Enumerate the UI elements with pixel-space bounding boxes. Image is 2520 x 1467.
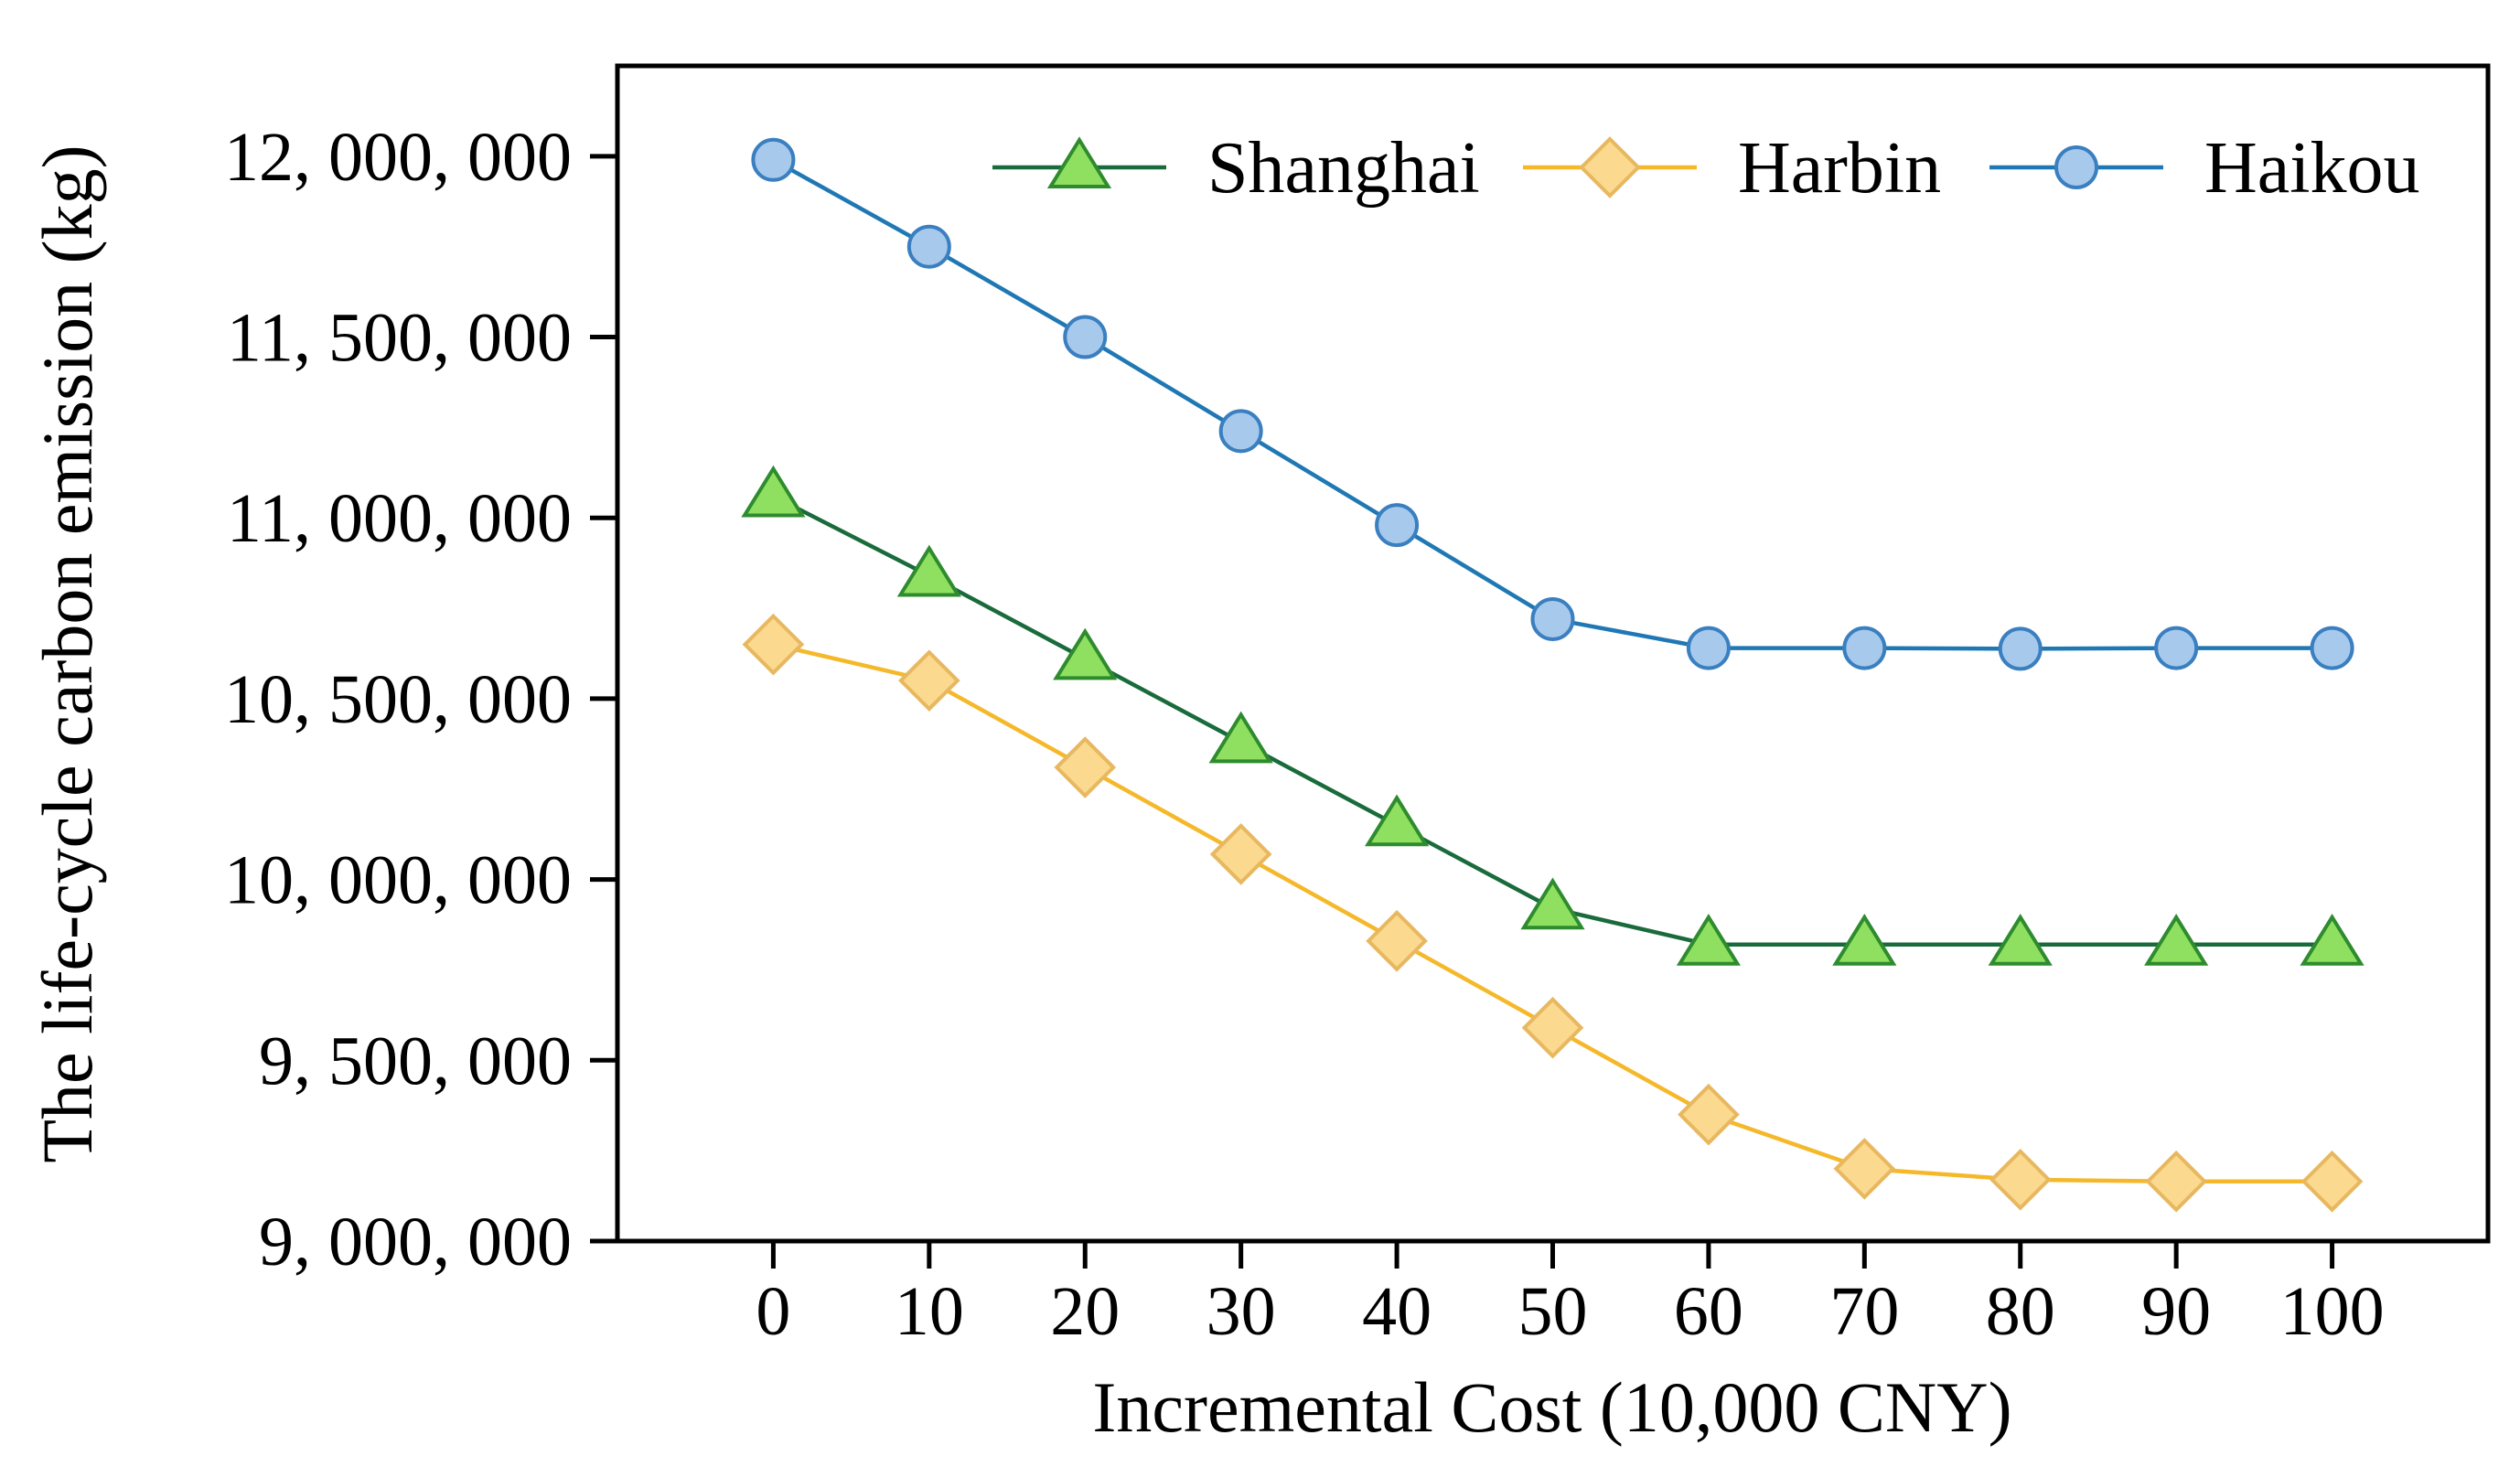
data-point-haikou bbox=[1375, 503, 1420, 548]
data-point-haikou bbox=[1998, 626, 2043, 671]
y-axis-title: The life-cycle carbon emission (kg) bbox=[27, 145, 107, 1162]
series-line-shanghai bbox=[772, 494, 2332, 948]
x-tick-label: 80 bbox=[1986, 1273, 2055, 1350]
legend-item-shanghai: Shanghai bbox=[992, 128, 1480, 209]
y-tick-label: 10, 000, 000 bbox=[224, 842, 572, 919]
data-point-haikou bbox=[2310, 626, 2354, 670]
series-layer bbox=[741, 137, 2365, 1213]
data-point-haikou bbox=[2154, 626, 2199, 670]
data-point-haikou bbox=[1686, 626, 1731, 670]
legend-label-shanghai: Shanghai bbox=[1207, 128, 1480, 209]
x-tick-label: 90 bbox=[2141, 1273, 2211, 1350]
legend: Shanghai Harbin Haikou bbox=[992, 128, 2420, 209]
x-tick-label: 20 bbox=[1050, 1273, 1120, 1350]
data-point-harbin bbox=[1366, 910, 1428, 972]
x-tick-label: 0 bbox=[756, 1273, 790, 1350]
data-point-harbin bbox=[1989, 1148, 2052, 1211]
x-tick-label: 60 bbox=[1674, 1273, 1743, 1350]
plot-frame bbox=[615, 63, 2491, 1244]
data-point-harbin bbox=[1209, 823, 1272, 885]
data-point-shanghai bbox=[1053, 627, 1118, 680]
y-tick-label: 12, 000, 000 bbox=[224, 119, 572, 196]
legend-label-harbin: Harbin bbox=[1738, 128, 1941, 209]
data-point-harbin bbox=[1054, 736, 1117, 798]
data-point-shanghai bbox=[896, 544, 961, 597]
x-tick-label: 70 bbox=[1829, 1273, 1899, 1350]
data-point-harbin bbox=[2145, 1150, 2207, 1213]
x-axis-ticks: 0 10 20 30 40 50 60 70 80 90 100 bbox=[756, 1241, 2385, 1350]
data-point-harbin bbox=[2300, 1150, 2364, 1213]
x-tick-label: 10 bbox=[895, 1273, 964, 1350]
data-point-haikou bbox=[751, 137, 796, 182]
data-point-haikou bbox=[906, 224, 951, 269]
legend-marker-haikou bbox=[2054, 145, 2098, 189]
data-point-harbin bbox=[1678, 1083, 1740, 1146]
y-tick-label: 11, 500, 000 bbox=[227, 300, 572, 377]
series-harbin bbox=[742, 613, 2364, 1213]
data-point-haikou bbox=[1063, 315, 1108, 359]
legend-item-harbin: Harbin bbox=[1523, 128, 1941, 209]
y-tick-label: 9, 500, 000 bbox=[259, 1023, 572, 1099]
x-tick-label: 30 bbox=[1206, 1273, 1276, 1350]
data-point-haikou bbox=[1218, 409, 1263, 454]
x-tick-label: 50 bbox=[1518, 1273, 1588, 1350]
data-point-shanghai bbox=[1208, 711, 1273, 764]
y-tick-label: 10, 500, 000 bbox=[224, 661, 572, 738]
x-tick-label: 100 bbox=[2280, 1273, 2385, 1350]
data-point-harbin bbox=[1833, 1138, 1896, 1200]
series-haikou bbox=[751, 137, 2354, 671]
data-point-shanghai bbox=[1988, 913, 2053, 966]
legend-item-haikou: Haikou bbox=[1989, 128, 2420, 209]
data-point-haikou bbox=[1530, 596, 1575, 641]
y-tick-label: 11, 000, 000 bbox=[227, 480, 572, 557]
data-point-harbin bbox=[742, 613, 805, 676]
data-point-shanghai bbox=[2300, 913, 2365, 966]
legend-label-haikou: Haikou bbox=[2204, 128, 2420, 209]
y-tick-label: 9, 000, 000 bbox=[259, 1204, 572, 1280]
series-shanghai bbox=[741, 465, 2365, 966]
x-tick-label: 40 bbox=[1362, 1273, 1432, 1350]
data-point-shanghai bbox=[741, 465, 806, 518]
legend-marker-shanghai bbox=[1046, 136, 1112, 188]
data-point-shanghai bbox=[1520, 877, 1585, 930]
x-axis-title: Incremental Cost (10,000 CNY) bbox=[1092, 1367, 2011, 1447]
data-point-shanghai bbox=[1832, 913, 1897, 966]
series-line-haikou bbox=[772, 157, 2332, 651]
legend-marker-harbin bbox=[1579, 136, 1641, 198]
data-point-harbin bbox=[1521, 996, 1584, 1059]
data-point-shanghai bbox=[1676, 913, 1742, 966]
data-point-harbin bbox=[898, 649, 960, 712]
y-axis-ticks: 9, 000, 000 9, 500, 000 10, 000, 000 10, 50… bbox=[224, 119, 617, 1280]
data-point-haikou bbox=[1842, 626, 1887, 670]
data-point-shanghai bbox=[1364, 794, 1430, 847]
data-point-shanghai bbox=[2144, 913, 2209, 966]
